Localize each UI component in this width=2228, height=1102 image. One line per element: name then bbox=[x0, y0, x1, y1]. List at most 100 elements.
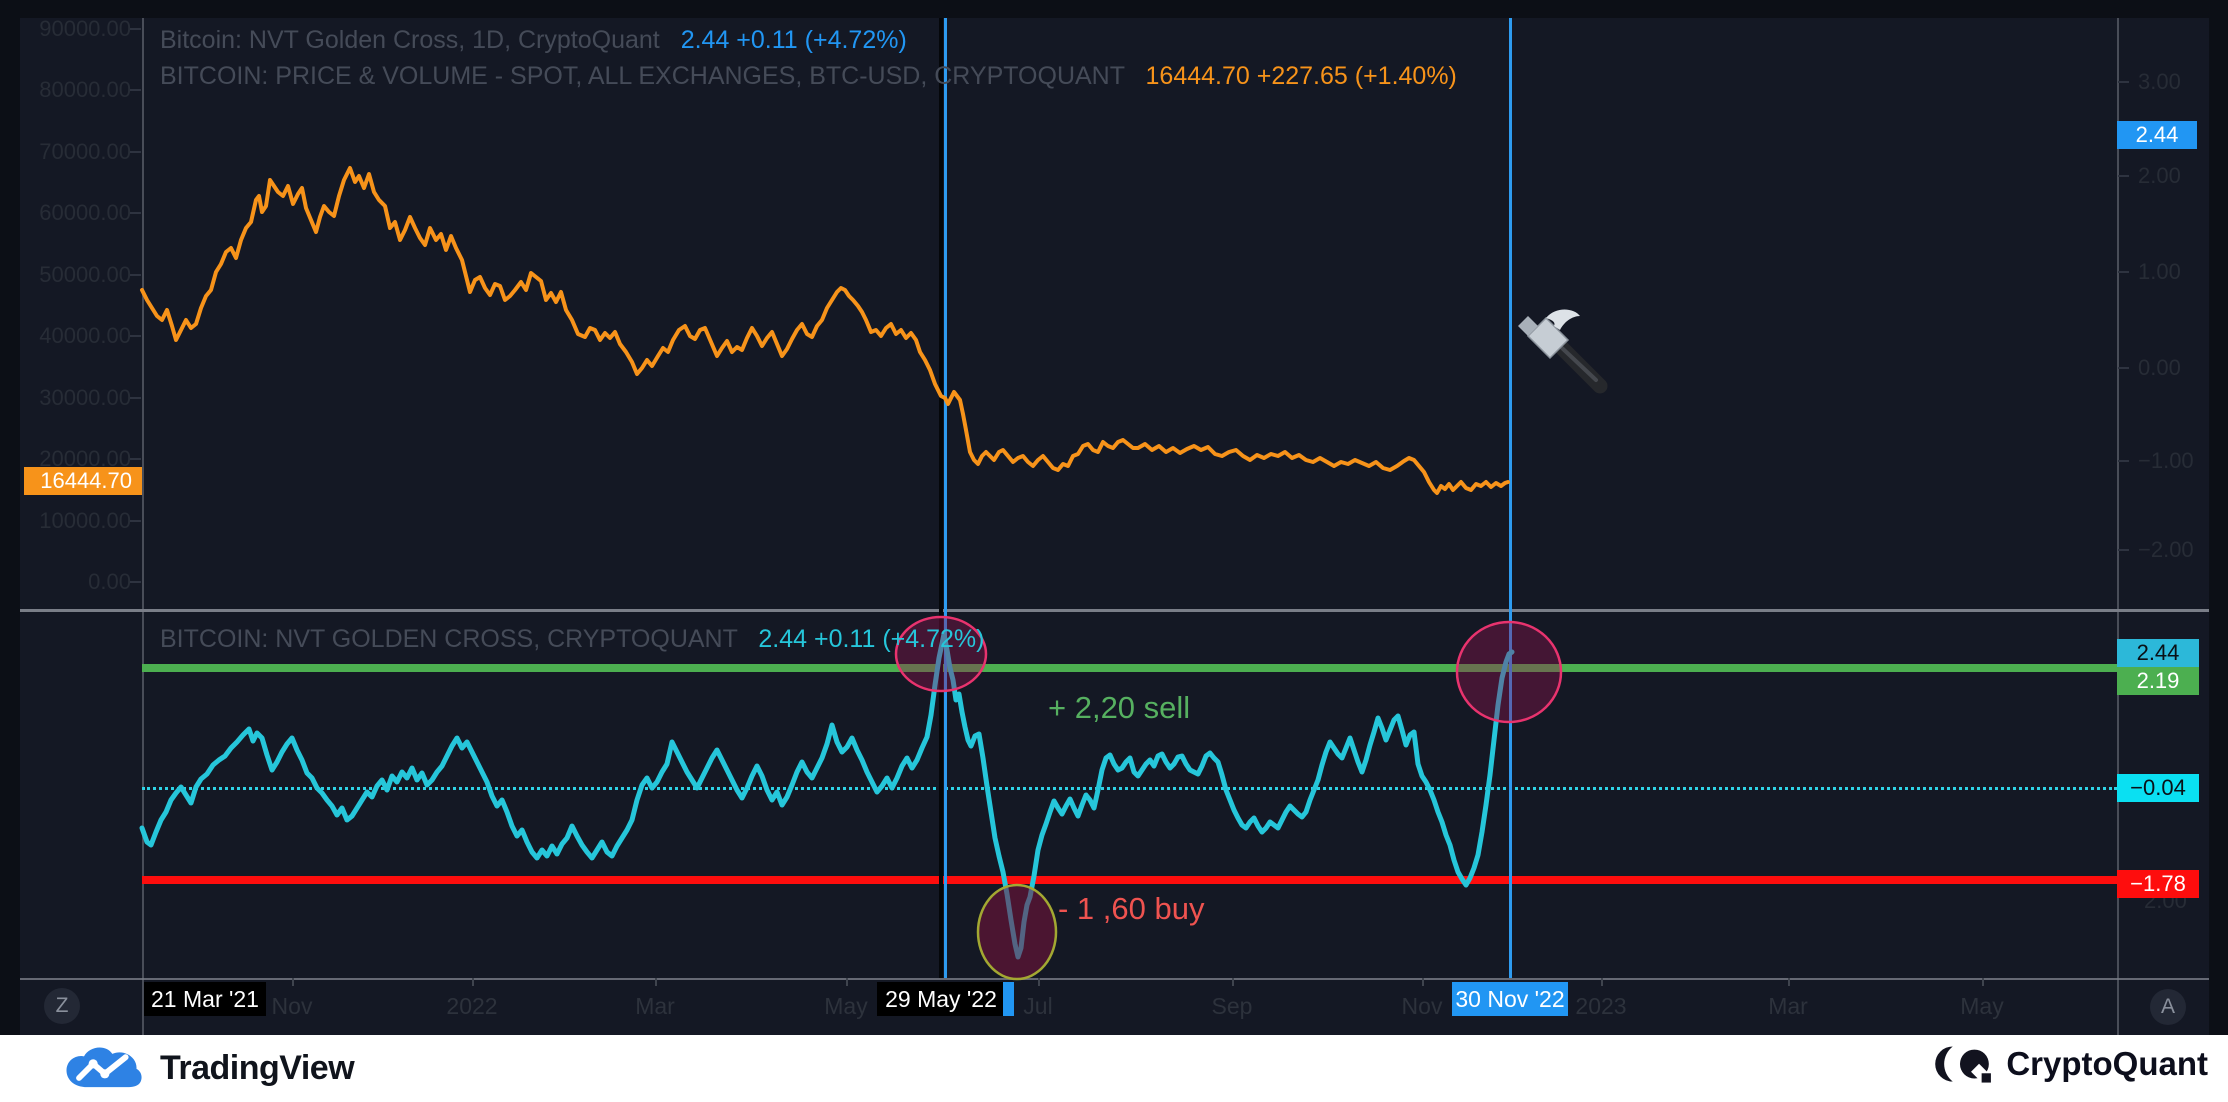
legend-row-1[interactable]: Bitcoin: NVT Golden Cross, 1D, CryptoQua… bbox=[160, 26, 907, 55]
time-axis-label: 2023 bbox=[1575, 993, 1627, 1019]
baseline-dotted-line[interactable] bbox=[142, 787, 2117, 790]
y-axis-tick bbox=[2118, 271, 2129, 273]
last-price-badge: 16444.70 bbox=[24, 467, 142, 495]
legend-title-price: BITCOIN: PRICE & VOLUME - SPOT, ALL EXCH… bbox=[160, 62, 1125, 90]
y-axis-label-left: 80000.00 bbox=[39, 77, 131, 102]
time-axis-label: May bbox=[1960, 993, 2004, 1019]
legend-value-price: 16444.70 +227.65 (+1.40%) bbox=[1145, 62, 1457, 90]
nvt-value-badge-top: 2.44 bbox=[2117, 121, 2197, 149]
y-axis-label-left: 90000.00 bbox=[39, 16, 131, 41]
y-axis-tick bbox=[2118, 175, 2129, 177]
y-axis-label-right: 0.00 bbox=[2138, 355, 2181, 380]
sell-annotation-text[interactable]: + 2,20 sell bbox=[1048, 690, 1191, 725]
buy-annotation-text[interactable]: - 1 ,60 buy bbox=[1058, 891, 1205, 926]
footer: TradingView CryptoQuant bbox=[0, 1035, 2228, 1102]
y-axis-tick bbox=[130, 28, 141, 30]
crosshair-vertical-line bbox=[939, 18, 943, 978]
legend-value-nvt: 2.44 +0.11 (+4.72%) bbox=[680, 26, 907, 54]
time-axis-tick bbox=[1232, 978, 1234, 986]
time-axis-border bbox=[20, 978, 2209, 980]
y-axis-label-left: 20000.00 bbox=[39, 446, 131, 471]
time-axis-label: Mar bbox=[635, 993, 675, 1019]
pane-separator[interactable] bbox=[20, 609, 2209, 612]
legend-value-nvt-pane2: 2.44 +0.11 (+4.72%) bbox=[758, 625, 985, 653]
legend-row-pane2[interactable]: BITCOIN: NVT GOLDEN CROSS, CRYPTOQUANT 2… bbox=[160, 625, 984, 654]
axis-value-badge: −0.04 bbox=[2117, 774, 2199, 802]
time-axis-date-badge: 29 May '22 bbox=[877, 982, 1005, 1016]
y-axis-tick bbox=[130, 397, 141, 399]
axis-value-badge: 2.44 bbox=[2117, 639, 2199, 667]
vertical-line-drawing-nov[interactable] bbox=[1509, 18, 1512, 978]
time-axis-tick bbox=[1422, 978, 1424, 986]
left-scale-border bbox=[142, 18, 144, 1035]
y-axis-tick bbox=[130, 581, 141, 583]
time-axis-tick bbox=[1601, 978, 1603, 986]
y-axis-label-left: 50000.00 bbox=[39, 262, 131, 287]
tradingview-logo[interactable]: TradingView bbox=[62, 1043, 355, 1093]
sell-threshold-line[interactable] bbox=[142, 664, 2117, 672]
time-axis-tick bbox=[292, 978, 294, 986]
time-axis-tick bbox=[1982, 978, 1984, 986]
time-axis-date-badge: 30 Nov '22 bbox=[1452, 982, 1568, 1016]
y-axis-tick bbox=[2118, 81, 2129, 83]
time-axis-label: Mar bbox=[1768, 993, 1808, 1019]
y-axis-label-left: 10000.00 bbox=[39, 508, 131, 533]
chart-inner-area[interactable] bbox=[20, 18, 2209, 1035]
axis-value-badge: 2.19 bbox=[2117, 667, 2199, 695]
y-axis-label-right: −1.00 bbox=[2138, 448, 2194, 473]
y-axis-label-left: 60000.00 bbox=[39, 200, 131, 225]
cryptoquant-icon bbox=[1935, 1046, 1992, 1083]
y-axis-label-left: 70000.00 bbox=[39, 139, 131, 164]
highlight-circle[interactable] bbox=[976, 883, 1058, 981]
highlight-circles[interactable] bbox=[894, 615, 1563, 981]
y-axis-label-left: 30000.00 bbox=[39, 385, 131, 410]
vertical-line-drawing-may[interactable] bbox=[944, 18, 947, 978]
time-axis-label: May bbox=[824, 993, 868, 1019]
y-axis-tick bbox=[2118, 460, 2129, 462]
y-axis-tick bbox=[2118, 367, 2129, 369]
time-axis-label: Nov bbox=[271, 993, 313, 1019]
highlight-circle[interactable] bbox=[894, 615, 988, 693]
auto-scale-a-button[interactable]: A bbox=[2150, 989, 2186, 1025]
y-axis-tick bbox=[130, 212, 141, 214]
y-axis-tick bbox=[130, 458, 141, 460]
y-axis-label-left: 40000.00 bbox=[39, 323, 131, 348]
time-axis-label: Jul bbox=[1023, 993, 1053, 1019]
chart-shell: Bitcoin: NVT Golden Cross, 1D, CryptoQua… bbox=[20, 18, 2209, 1035]
y-axis-tick bbox=[130, 335, 141, 337]
hammer-cursor-icon bbox=[1518, 309, 1608, 394]
cryptoquant-logo[interactable]: CryptoQuant bbox=[1928, 1043, 2208, 1085]
legend-row-2[interactable]: BITCOIN: PRICE & VOLUME - SPOT, ALL EXCH… bbox=[160, 62, 1457, 91]
hidden-blue-badge-sliver bbox=[1003, 982, 1014, 1016]
buy-threshold-line[interactable] bbox=[142, 876, 2117, 884]
y-axis-tick bbox=[130, 274, 141, 276]
cryptoquant-logo-text: CryptoQuant bbox=[2006, 1045, 2208, 1082]
time-axis-label: Sep bbox=[1211, 993, 1253, 1019]
time-axis-tick bbox=[655, 978, 657, 986]
time-axis-label: 2022 bbox=[446, 993, 498, 1019]
time-axis-date-badge: 21 Mar '21 bbox=[144, 982, 266, 1016]
nvt-golden-cross-line[interactable] bbox=[139, 631, 1515, 960]
legend-title-nvt-pane2: BITCOIN: NVT GOLDEN CROSS, CRYPTOQUANT bbox=[160, 625, 738, 653]
highlight-circle[interactable] bbox=[1455, 620, 1563, 724]
y-axis-label-right: 1.00 bbox=[2138, 259, 2181, 284]
time-axis-tick bbox=[472, 978, 474, 986]
y-axis-tick bbox=[130, 151, 141, 153]
btc-price-line[interactable] bbox=[140, 166, 1510, 495]
time-axis-label: Nov bbox=[1401, 993, 1443, 1019]
y-axis-tick bbox=[130, 89, 141, 91]
time-axis-tick bbox=[1038, 978, 1040, 986]
time-axis-tick bbox=[1788, 978, 1790, 986]
series-layer bbox=[139, 166, 1563, 981]
y-axis-tick bbox=[2118, 549, 2129, 551]
tradingview-logo-text: TradingView bbox=[160, 1048, 355, 1087]
tradingview-cloud-icon bbox=[66, 1047, 142, 1088]
axis-value-badge: −1.78 bbox=[2117, 870, 2199, 898]
scale-reset-z-button[interactable]: Z bbox=[44, 988, 80, 1024]
time-axis-tick bbox=[846, 978, 848, 986]
y-axis-label-right: 2.00 bbox=[2138, 163, 2181, 188]
y-axis-label-left: 0.00 bbox=[88, 569, 131, 594]
y-axis-tick bbox=[130, 520, 141, 522]
right-scale-border bbox=[2117, 18, 2119, 1035]
